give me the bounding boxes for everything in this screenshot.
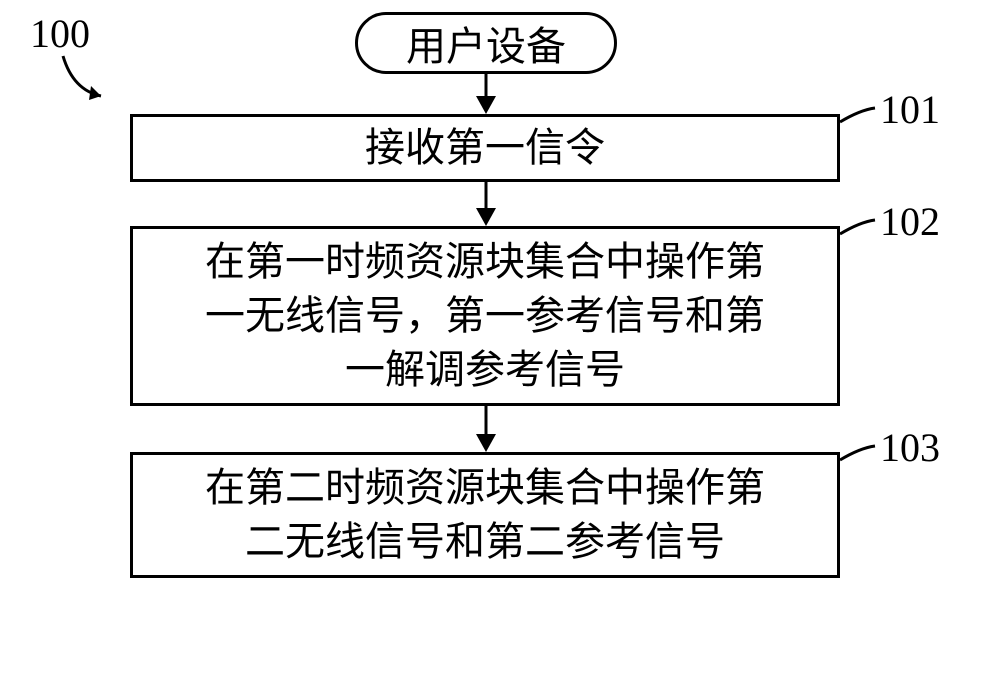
figure-label-arrow-icon <box>55 50 115 110</box>
ref-101-text: 101 <box>880 87 940 132</box>
step-103-text: 在第二时频资源块集合中操作第 二无线信号和第二参考信号 <box>205 461 765 569</box>
step-102-text: 在第一时频资源块集合中操作第 一无线信号，第一参考信号和第 一解调参考信号 <box>205 235 765 397</box>
ref-103: 103 <box>880 424 940 471</box>
flowchart-canvas: 100 用户设备 接收第一信令 101 在第一时频资源块集合中操作第 一无线信号… <box>0 0 1000 682</box>
arrow-icon <box>471 182 501 226</box>
arrow-icon <box>471 406 501 452</box>
ref-103-text: 103 <box>880 425 940 470</box>
step-102: 在第一时频资源块集合中操作第 一无线信号，第一参考信号和第 一解调参考信号 <box>130 226 840 406</box>
step-101: 接收第一信令 <box>130 114 840 182</box>
step-101-text: 接收第一信令 <box>365 121 605 175</box>
step-103: 在第二时频资源块集合中操作第 二无线信号和第二参考信号 <box>130 452 840 578</box>
ref-102-text: 102 <box>880 199 940 244</box>
ref-101: 101 <box>880 86 940 133</box>
ref-102: 102 <box>880 198 940 245</box>
start-node: 用户设备 <box>355 12 617 74</box>
arrow-icon <box>471 74 501 114</box>
start-node-text: 用户设备 <box>406 14 566 72</box>
